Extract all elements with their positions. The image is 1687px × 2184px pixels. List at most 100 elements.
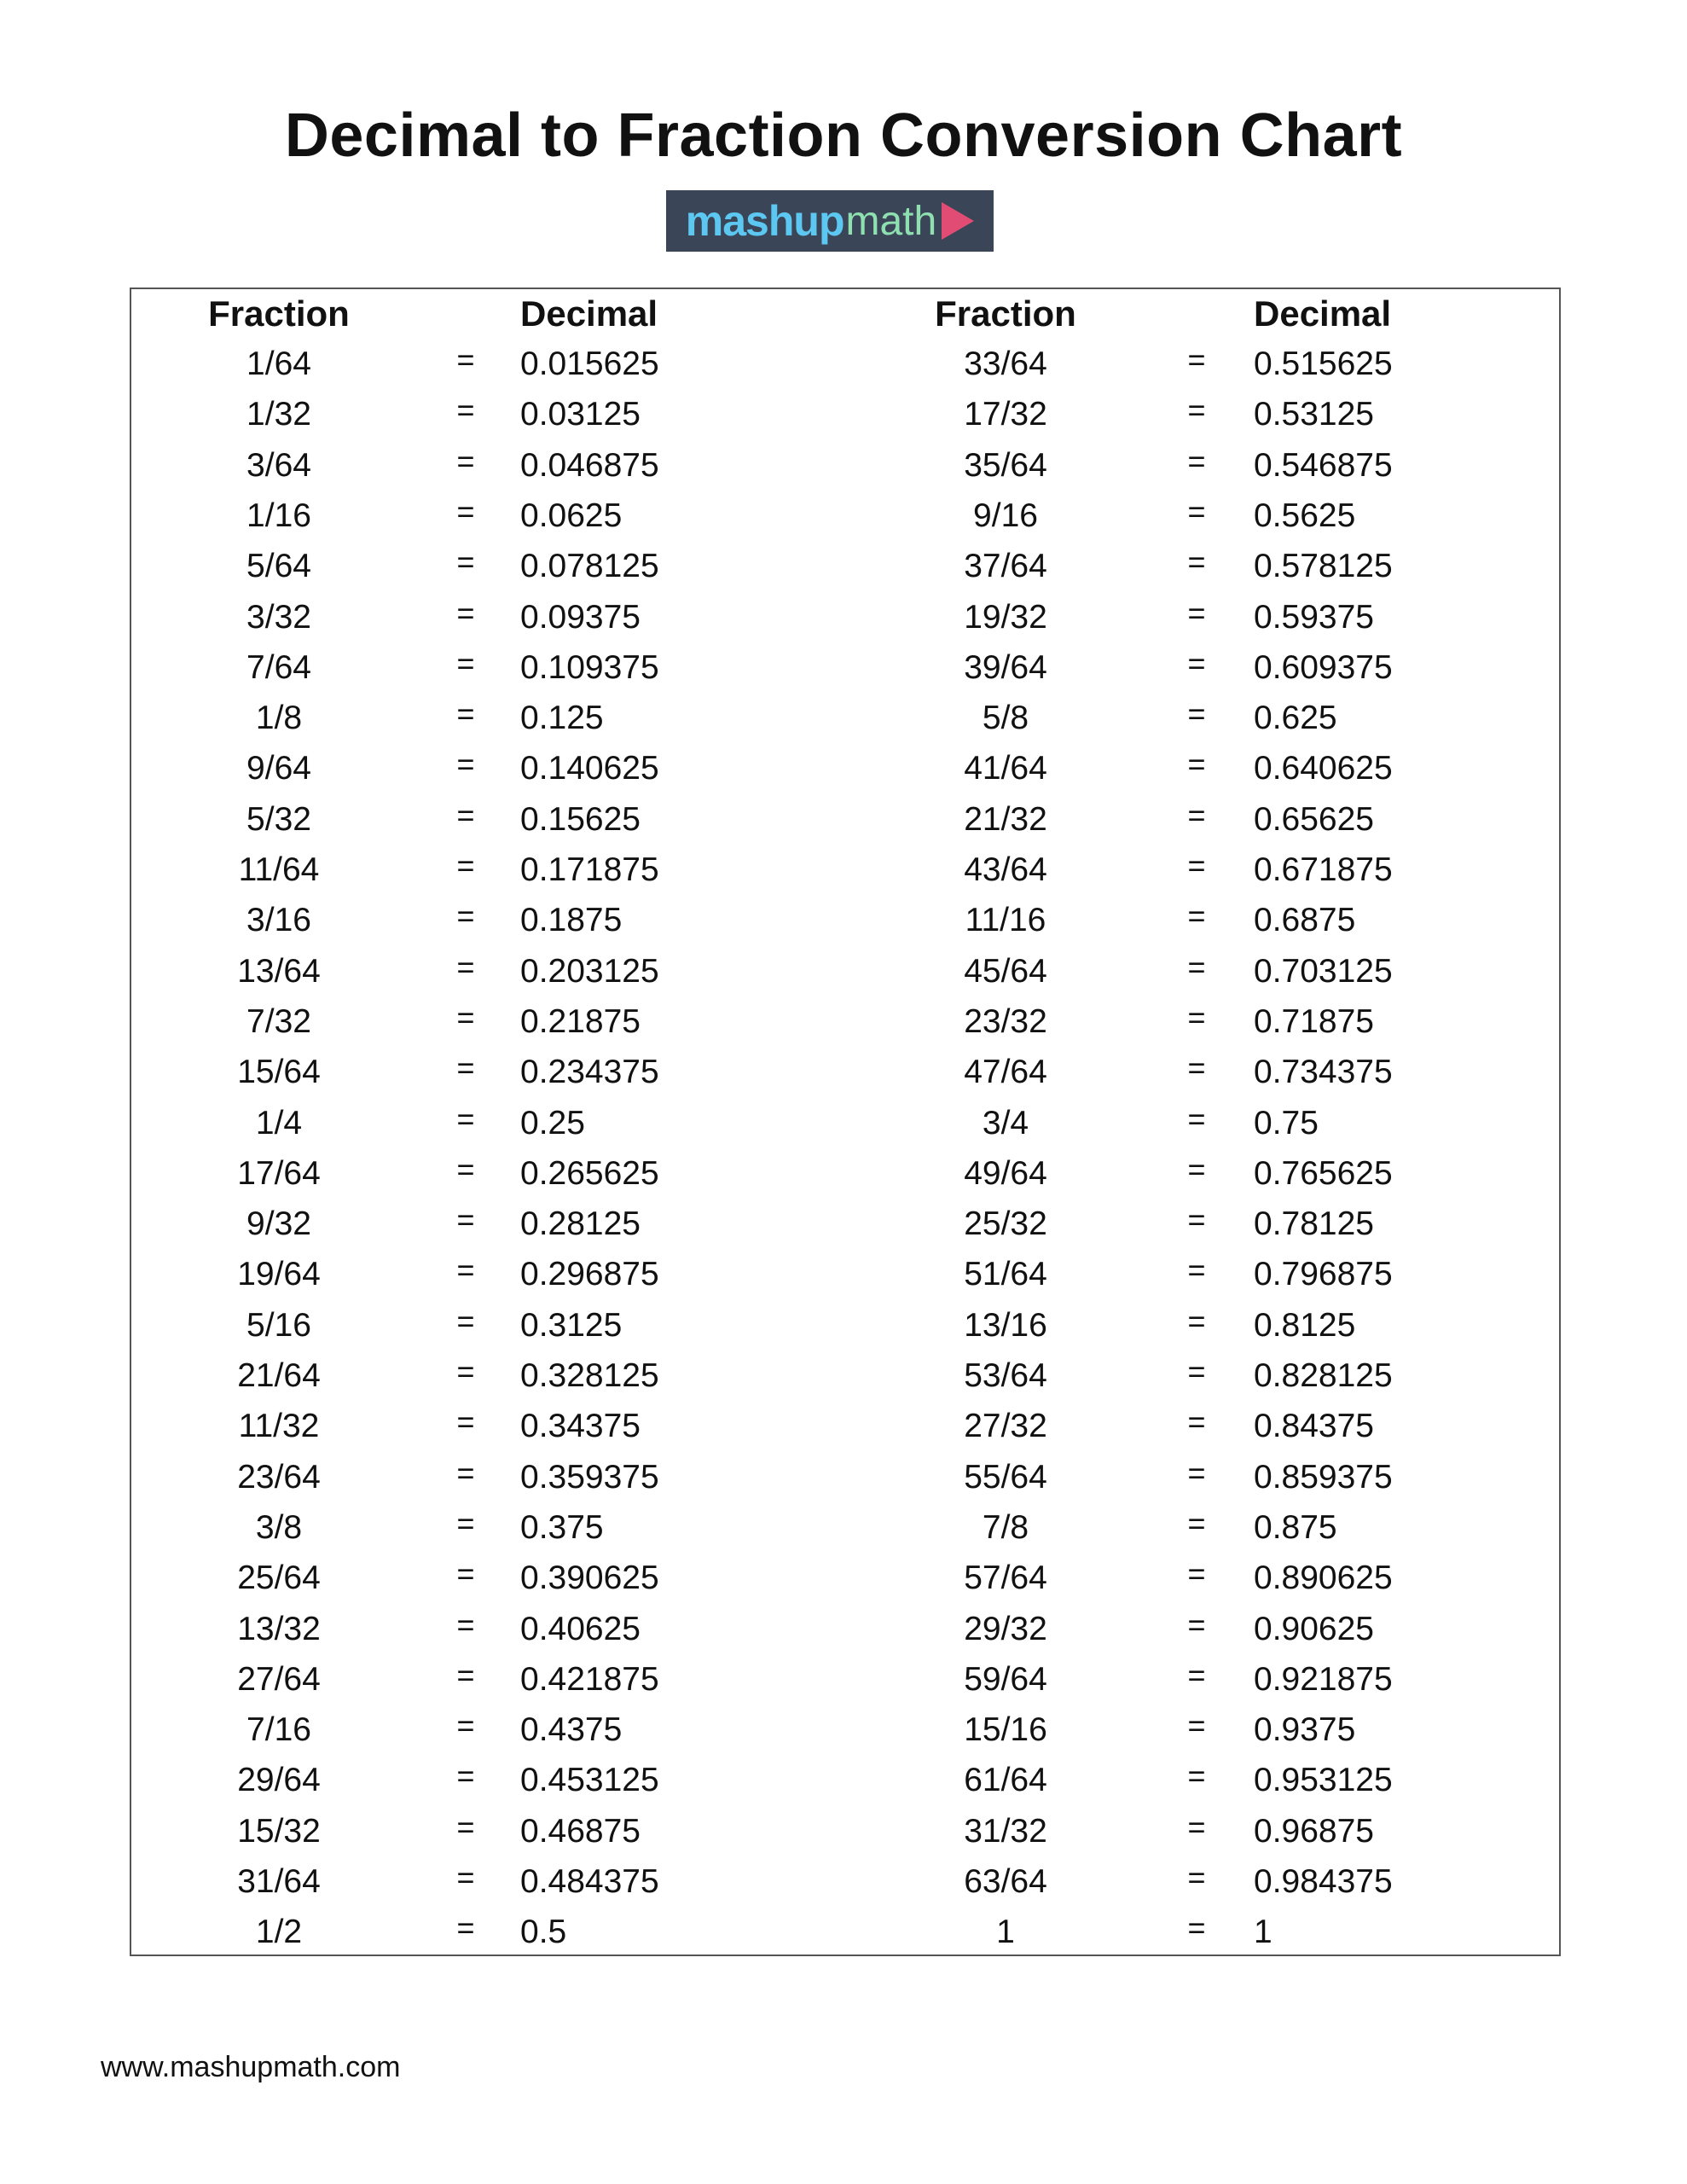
equals-sign: =: [456, 493, 475, 529]
decimal-cell: 0.171875: [520, 851, 659, 888]
equals-sign: =: [1187, 1606, 1206, 1642]
equals-sign: =: [456, 1860, 475, 1895]
fraction-cell: 3/4: [982, 1104, 1029, 1141]
equals-sign: =: [1187, 1657, 1206, 1693]
fraction-cell: 7/64: [246, 648, 311, 686]
fraction-cell: 53/64: [964, 1357, 1047, 1394]
equals-sign: =: [1187, 1556, 1206, 1592]
fraction-cell: 49/64: [964, 1154, 1047, 1192]
decimal-cell: 0.265625: [520, 1154, 659, 1192]
fraction-cell: 17/32: [964, 396, 1047, 433]
fraction-cell: 11/16: [965, 902, 1046, 939]
decimal-cell: 0.84375: [1254, 1408, 1374, 1445]
decimal-cell: 0.8125: [1254, 1306, 1356, 1344]
equals-sign: =: [456, 1657, 475, 1693]
equals-sign: =: [456, 898, 475, 934]
fraction-cell: 29/64: [237, 1762, 321, 1799]
decimal-cell: 0.234375: [520, 1054, 659, 1091]
decimal-cell: 0.609375: [1254, 648, 1393, 686]
fraction-cell: 13/32: [237, 1610, 321, 1647]
equals-sign: =: [456, 392, 475, 428]
decimal-cell: 0.796875: [1254, 1256, 1393, 1293]
equals-sign: =: [456, 696, 475, 732]
fraction-cell: 3/32: [246, 598, 311, 636]
fraction-cell: 13/64: [237, 952, 321, 990]
equals-sign: =: [1187, 1455, 1206, 1490]
decimal-cell: 0.125: [520, 700, 604, 737]
equals-sign: =: [456, 848, 475, 883]
decimal-cell: 1: [1254, 1914, 1272, 1951]
fraction-cell: 7/32: [246, 1002, 311, 1040]
decimal-cell: 0.046875: [520, 446, 659, 484]
equals-sign: =: [456, 1050, 475, 1086]
fraction-cell: 59/64: [964, 1660, 1047, 1698]
equals-sign: =: [1187, 898, 1206, 934]
play-icon: [942, 202, 975, 240]
fraction-cell: 7/8: [982, 1508, 1029, 1546]
decimal-cell: 0.109375: [520, 648, 659, 686]
decimal-cell: 0.140625: [520, 750, 659, 787]
decimal-cell: 0.453125: [520, 1762, 659, 1799]
equals-sign: =: [1187, 1050, 1206, 1086]
equals-sign: =: [456, 443, 475, 479]
fraction-cell: 1/32: [246, 396, 311, 433]
fraction-cell: 11/32: [238, 1408, 320, 1445]
fraction-cell: 9/32: [246, 1205, 311, 1243]
decimal-cell: 0.5: [520, 1914, 567, 1951]
equals-sign: =: [456, 544, 475, 580]
equals-sign: =: [1187, 392, 1206, 428]
decimal-cell: 0.984375: [1254, 1863, 1393, 1900]
decimal-cell: 0.390625: [520, 1560, 659, 1597]
fraction-cell: 13/16: [964, 1306, 1047, 1344]
fraction-cell: 25/64: [237, 1560, 321, 1597]
equals-sign: =: [1187, 999, 1206, 1035]
decimal-cell: 0.421875: [520, 1660, 659, 1698]
decimal-cell: 0.15625: [520, 800, 641, 838]
fraction-cell: 25/32: [964, 1205, 1047, 1243]
fraction-cell: 3/8: [255, 1508, 303, 1546]
decimal-cell: 0.09375: [520, 598, 641, 636]
equals-sign: =: [456, 645, 475, 681]
equals-sign: =: [1187, 1910, 1206, 1946]
equals-sign: =: [456, 746, 475, 782]
fraction-cell: 31/32: [964, 1812, 1047, 1850]
decimal-cell: 0.640625: [1254, 750, 1393, 787]
mashupmath-logo: mashup math: [666, 190, 994, 252]
equals-sign: =: [456, 1708, 475, 1744]
fraction-cell: 23/32: [964, 1002, 1047, 1040]
decimal-cell: 0.53125: [1254, 396, 1374, 433]
decimal-cell: 0.078125: [520, 548, 659, 585]
decimal-cell: 0.96875: [1254, 1812, 1374, 1850]
equals-sign: =: [456, 1455, 475, 1490]
equals-sign: =: [1187, 1809, 1206, 1844]
decimal-cell: 0.03125: [520, 396, 641, 433]
equals-sign: =: [1187, 696, 1206, 732]
fraction-cell: 51/64: [964, 1256, 1047, 1293]
equals-sign: =: [456, 999, 475, 1035]
fraction-cell: 21/64: [237, 1357, 321, 1394]
equals-sign: =: [1187, 544, 1206, 580]
equals-sign: =: [456, 1252, 475, 1288]
equals-sign: =: [1187, 1404, 1206, 1440]
fraction-cell: 47/64: [964, 1054, 1047, 1091]
fraction-cell: 21/32: [964, 800, 1047, 838]
decimal-cell: 0.1875: [520, 902, 623, 939]
fraction-cell: 31/64: [237, 1863, 321, 1900]
equals-sign: =: [456, 1910, 475, 1946]
header-decimal: Decimal: [1254, 293, 1392, 334]
fraction-cell: 41/64: [964, 750, 1047, 787]
decimal-cell: 0.78125: [1254, 1205, 1374, 1243]
decimal-cell: 0.40625: [520, 1610, 641, 1647]
decimal-cell: 0.203125: [520, 952, 659, 990]
equals-sign: =: [456, 1151, 475, 1187]
fraction-cell: 3/16: [246, 902, 311, 939]
fraction-cell: 15/16: [964, 1711, 1047, 1749]
fraction-cell: 5/64: [246, 548, 311, 585]
fraction-cell: 19/32: [964, 598, 1047, 636]
decimal-cell: 0.75: [1254, 1104, 1319, 1141]
fraction-cell: 15/64: [237, 1054, 321, 1091]
header-fraction: Fraction: [208, 293, 350, 334]
fraction-cell: 57/64: [964, 1560, 1047, 1597]
equals-sign: =: [456, 1354, 475, 1389]
equals-sign: =: [456, 595, 475, 630]
